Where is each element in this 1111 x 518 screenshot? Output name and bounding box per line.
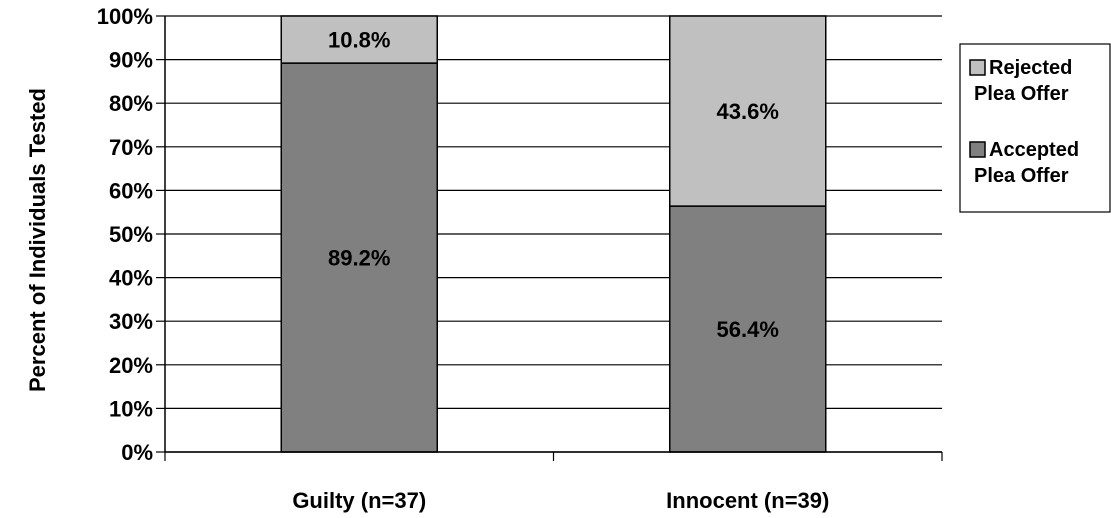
legend-label: Plea Offer	[974, 165, 1069, 187]
legend: Rejected Plea Offer Accepted Plea Offer	[959, 43, 1111, 213]
y-tick-label: 10%	[109, 396, 153, 421]
y-tick-labels: 0% 10% 20% 30% 40% 50% 60% 70% 80% 90% 100%	[97, 4, 153, 465]
legend-swatch	[969, 141, 986, 158]
y-tick-label: 100%	[97, 4, 153, 29]
y-tick-label: 60%	[109, 178, 153, 203]
x-category-label: Innocent (n=39)	[666, 488, 829, 513]
data-label: 43.6%	[717, 99, 779, 124]
y-tick-label: 0%	[121, 440, 153, 465]
data-labels: 89.2% 10.8% 56.4% 43.6%	[328, 28, 779, 343]
y-tick-label: 40%	[109, 266, 153, 291]
y-tick-label: 70%	[109, 135, 153, 160]
y-tick-label: 20%	[109, 353, 153, 378]
legend-swatch	[969, 59, 986, 76]
y-tick-label: 80%	[109, 91, 153, 116]
bars	[280, 15, 827, 453]
y-axis-label: Percent of Individuals Tested	[25, 88, 50, 392]
legend-label: Rejected	[989, 57, 1072, 79]
axes	[164, 16, 943, 461]
x-category-labels: Guilty (n=37) Innocent (n=39)	[292, 488, 829, 513]
legend-label: Plea Offer	[974, 83, 1069, 105]
data-label: 56.4%	[717, 317, 779, 342]
data-label: 10.8%	[328, 28, 390, 53]
bar-segment	[669, 205, 827, 453]
legend-label: Accepted	[989, 139, 1079, 161]
y-tick-label: 50%	[109, 222, 153, 247]
data-label: 89.2%	[328, 246, 390, 271]
y-tick-label: 90%	[109, 48, 153, 73]
y-tick-label: 30%	[109, 309, 153, 334]
bar-segment	[280, 15, 438, 64]
bar-segment	[669, 15, 827, 207]
x-category-label: Guilty (n=37)	[292, 488, 426, 513]
